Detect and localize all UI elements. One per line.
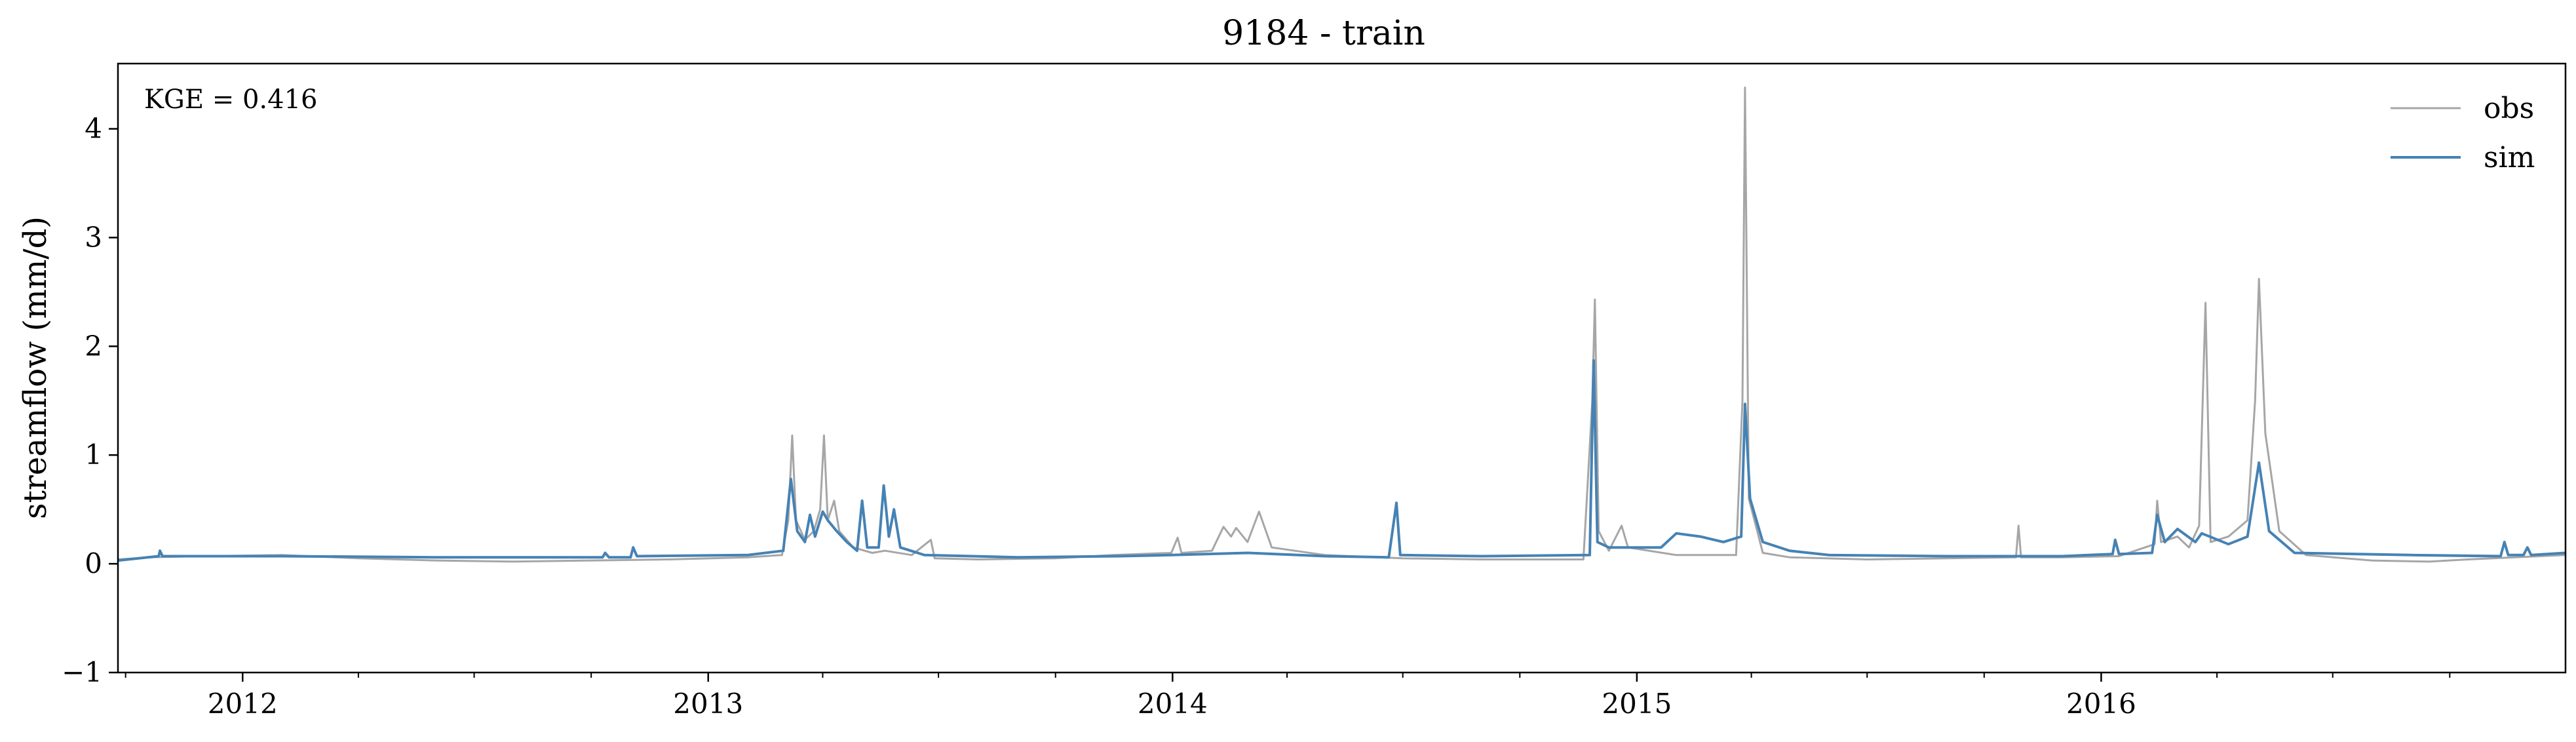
chart-title: 9184 - train (1222, 14, 1425, 53)
y-tick-label: 4 (85, 113, 102, 145)
x-axis-minor-ticks (125, 673, 2451, 678)
kge-annotation: KGE = 0.416 (144, 85, 318, 115)
y-tick-label: −1 (62, 656, 102, 688)
y-tick-label: 1 (85, 439, 102, 471)
x-tick-label: 2013 (673, 688, 743, 720)
legend-obs-label: obs (2484, 92, 2534, 125)
plot-lines (117, 87, 2566, 563)
plot-frame (117, 62, 2567, 674)
series-line-sim (117, 359, 2566, 562)
x-axis-ticks: 2012 2013 2014 2015 2016 (208, 673, 2136, 720)
y-tick-label: 0 (85, 547, 102, 579)
y-axis-label: streamflow (mm/d) (17, 216, 54, 519)
legend: obs sim (2391, 92, 2535, 174)
x-tick-label: 2014 (1138, 688, 1208, 720)
y-tick-label: 2 (85, 330, 102, 362)
series-line-obs (117, 87, 2566, 563)
y-tick-label: 3 (85, 221, 102, 253)
x-tick-label: 2016 (2066, 688, 2136, 720)
x-tick-label: 2012 (208, 688, 278, 720)
legend-sim-label: sim (2484, 141, 2535, 174)
y-axis-ticks: −1 0 1 2 3 4 (62, 113, 118, 688)
x-tick-label: 2015 (1602, 688, 1672, 720)
